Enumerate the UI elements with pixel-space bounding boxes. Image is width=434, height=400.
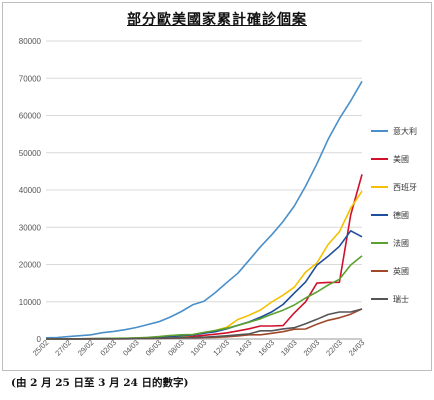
- x-tick-label: 22/03: [324, 338, 344, 358]
- x-tick-label: 12/03: [211, 338, 231, 358]
- x-tick-label: 06/03: [144, 338, 164, 358]
- series-0-legend-label: 意大利: [393, 126, 417, 136]
- y-axis-labels: 0 10000 20000 30000 40000 50000 60000 70000 8000…: [19, 37, 42, 344]
- x-tick-label: 02/03: [98, 338, 118, 358]
- y-tick-label: 50000: [19, 149, 42, 158]
- series-0-line: [45, 80, 363, 339]
- gridlines: [46, 40, 362, 340]
- y-tick-label: 60000: [19, 112, 42, 121]
- date-range-caption: (由 2 月 25 日至 3 月 24 日的數字): [11, 377, 189, 389]
- y-tick-label: 40000: [19, 186, 42, 195]
- series-3-legend-label: 德國: [393, 210, 409, 220]
- series-lines: [45, 80, 363, 340]
- series-6-legend-label: 瑞士: [393, 294, 409, 304]
- x-tick-label: 18/03: [279, 338, 299, 358]
- y-tick-label: 30000: [19, 223, 42, 232]
- series-1-legend-label: 美國: [393, 154, 409, 164]
- x-tick-label: 08/03: [166, 338, 186, 358]
- chart-title: 部分歐美國家累計確診個案: [127, 12, 307, 28]
- x-tick-label: 10/03: [189, 338, 209, 358]
- x-axis-labels: 25/02 27/02 29/02 02/03 04/03 06/03 08/03 10/03…: [31, 338, 367, 358]
- x-tick-label: 25/02: [31, 338, 51, 358]
- series-3-line: [46, 230, 363, 340]
- series-6-line: [46, 308, 363, 340]
- x-tick-label: 20/03: [302, 338, 322, 358]
- series-2-legend-label: 西班牙: [393, 182, 417, 192]
- series-2-line: [46, 190, 363, 340]
- series-5-legend-label: 英國: [393, 266, 409, 276]
- y-tick-label: 80000: [19, 37, 42, 46]
- y-tick-label: 20000: [19, 261, 42, 270]
- x-tick-label: 29/02: [76, 338, 96, 358]
- x-tick-label: 14/03: [234, 338, 254, 358]
- y-tick-label: 10000: [19, 298, 42, 307]
- y-tick-label: 0: [37, 335, 42, 344]
- y-tick-label: 70000: [19, 74, 42, 83]
- series-1-line: [46, 174, 363, 340]
- x-tick-label: 04/03: [121, 338, 141, 358]
- x-tick-label: 27/02: [53, 338, 73, 358]
- series-4-legend-label: 法國: [393, 238, 409, 248]
- x-tick-label: 16/03: [256, 338, 276, 358]
- x-tick-label: 24/03: [347, 338, 367, 358]
